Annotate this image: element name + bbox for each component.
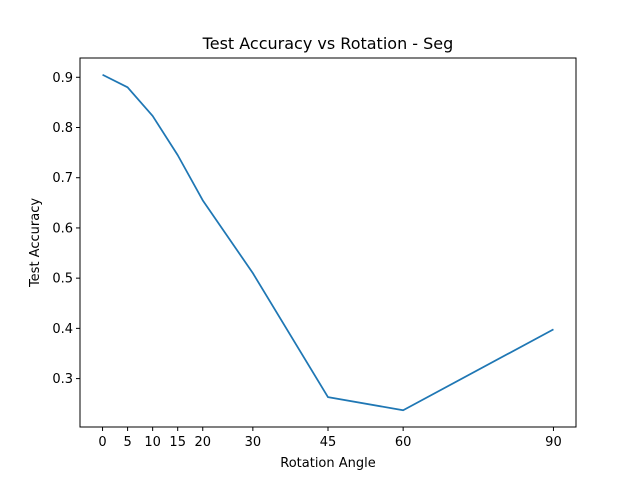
plot-frame [79,57,577,428]
series-layer [102,73,554,412]
series-line [102,73,554,412]
y-tick-label: 0.9 [52,71,73,86]
x-axis-label: Rotation Angle [280,456,376,471]
y-tick-label: 0.6 [52,221,73,236]
x-tick-label: 90 [545,435,562,450]
x-tick-label: 60 [395,435,412,450]
y-tick-label: 0.8 [52,121,73,136]
chart-title: Test Accuracy vs Rotation - Seg [202,34,454,53]
y-tick-label: 0.7 [52,171,73,186]
x-tick-label: 45 [320,435,337,450]
y-tick-label: 0.4 [52,322,73,337]
x-tick-label: 15 [169,435,186,450]
x-tick-label: 5 [123,435,131,450]
x-axis: 0 5 10 15 20 30 45 60 90 [98,427,562,450]
y-axis-label: Test Accuracy [28,198,43,288]
plot-area [80,58,576,427]
x-tick-label: 30 [245,435,262,450]
x-tick-label: 20 [194,435,211,450]
y-tick-label: 0.5 [52,272,73,287]
y-axis: 0.3 0.4 0.5 0.6 0.7 0.8 0.9 [52,71,80,387]
x-tick-label: 0 [98,435,106,450]
x-tick-label: 10 [144,435,161,450]
y-tick-label: 0.3 [52,372,73,387]
